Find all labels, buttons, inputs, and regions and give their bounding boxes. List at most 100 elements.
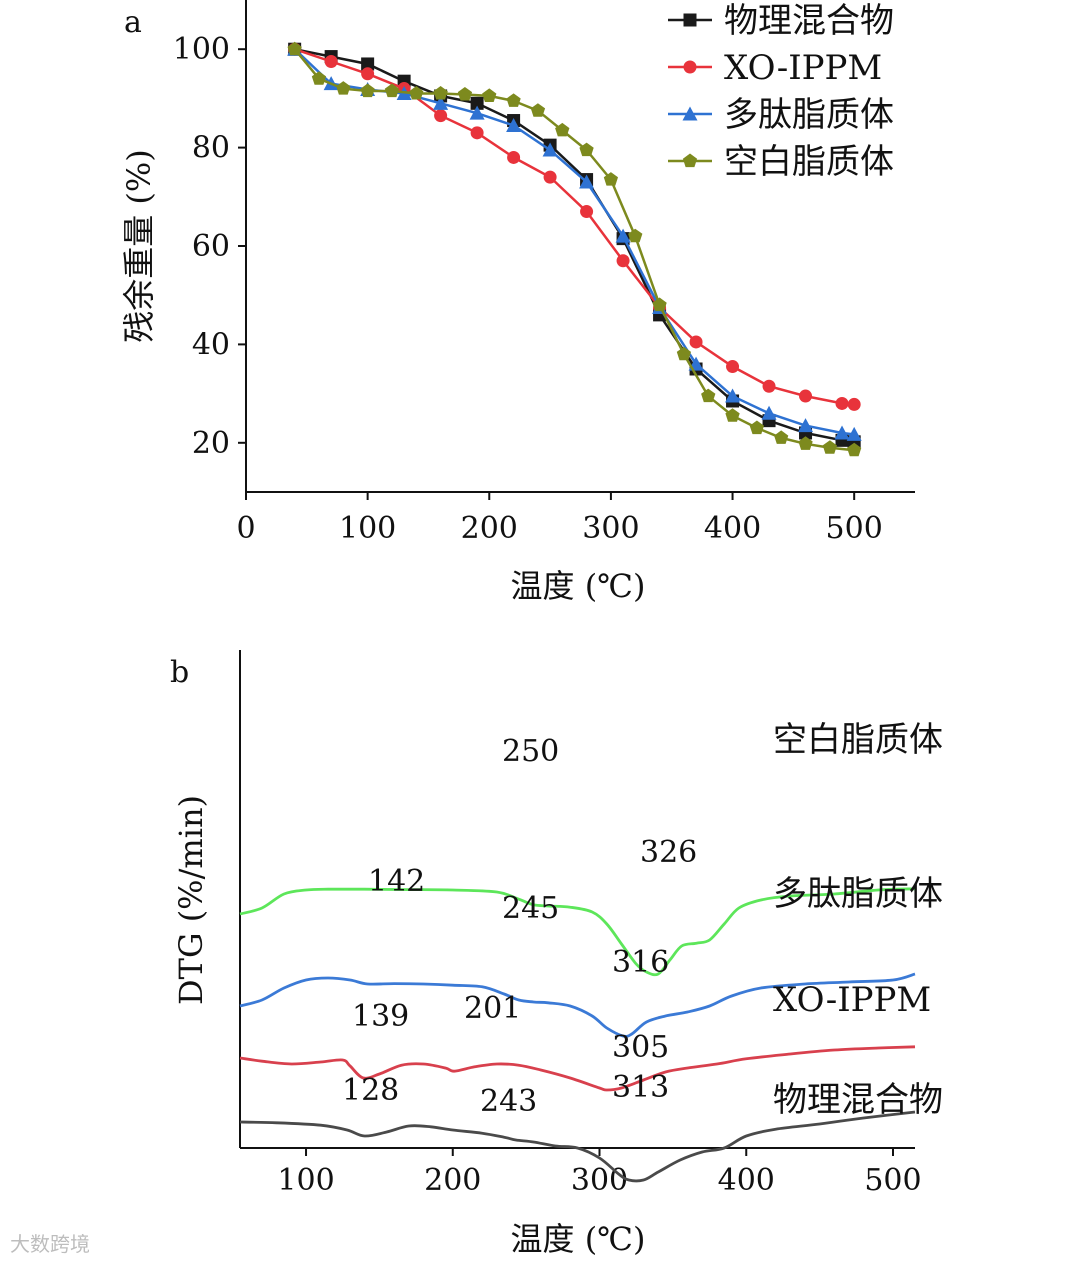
panel-a-point-3-17: [701, 388, 716, 403]
panel-a-xtick-label-300: 300: [582, 511, 639, 546]
panel-b-dtg-curve-3: [239, 1110, 916, 1183]
panel-a-point-2-8: [579, 174, 595, 189]
panel-a-chart: a 0 100 200 300 400 500 20 40 60 80 100 物理混合物 XO-IP…: [120, 0, 915, 605]
legend-marker-0: [683, 13, 697, 27]
panel-a-point-1-13: [762, 379, 776, 393]
peak-label-128: 128: [342, 1073, 399, 1108]
panel-a-xtick-label-100: 100: [339, 511, 396, 546]
panel-a-ticks: 0 100 200 300 400 500 20 40 60 80 100: [173, 32, 883, 546]
panel-a-series-3: [287, 41, 862, 457]
panel-a-point-1-1: [324, 55, 338, 68]
panel-a-point-1-14: [799, 389, 813, 403]
panel-a-point-2-14: [798, 418, 814, 433]
panel-a-ytick-label-40: 40: [192, 327, 230, 362]
panel-a-letter: a: [124, 5, 142, 40]
panel-a-point-3-3: [360, 83, 375, 98]
dtg-label-peptide-liposome: 多肽脂质体: [773, 874, 943, 914]
panel-a-point-3-15: [652, 297, 667, 312]
dtg-label-xo-ippm: XO-IPPM: [773, 980, 931, 1020]
panel-a-point-2-7: [542, 142, 558, 157]
panel-a-point-3-23: [847, 442, 862, 457]
panel-b-letter: b: [170, 655, 189, 690]
panel-a-point-3-1: [311, 71, 327, 85]
panel-a-point-2-4: [433, 95, 449, 110]
panel-a-point-0-2: [361, 57, 375, 71]
peak-label-316: 316: [612, 945, 669, 980]
peak-label-243: 243: [480, 1084, 537, 1119]
panel-a-ytick-label-100: 100: [173, 32, 230, 67]
panel-a-point-1-6: [507, 150, 521, 164]
panel-b-chart: b 100 200 300 400 500 空白脂质体 多肽脂质体 XO-IPPM 物理…: [170, 650, 943, 1258]
panel-a-point-2-15: [834, 425, 850, 440]
panel-a-point-3-18: [725, 408, 740, 422]
legend-marker-3: [682, 153, 698, 168]
panel-a-point-3-10: [530, 103, 546, 117]
dtg-label-physical-mixture: 物理混合物: [773, 1080, 943, 1120]
panel-a-point-3-20: [774, 430, 789, 444]
panel-a-point-3-12: [579, 142, 594, 157]
panel-a-point-2-6: [506, 117, 522, 132]
panel-b-xtick-label-400: 400: [718, 1163, 775, 1198]
panel-a-point-1-16: [847, 397, 861, 411]
panel-b-series-group: [239, 887, 916, 1183]
panel-a-ytick-label-60: 60: [192, 229, 230, 264]
panel-a-point-2-9: [615, 228, 631, 243]
legend-label-3: 空白脂质体: [724, 142, 894, 182]
panel-a-xtick-label-400: 400: [704, 511, 761, 546]
watermark: 大数跨境: [10, 1232, 90, 1256]
panel-a-point-1-2: [361, 67, 375, 81]
dtg-label-blank-liposome: 空白脂质体: [773, 720, 943, 760]
peak-label-245: 245: [502, 891, 559, 926]
panel-b-xtick-label-200: 200: [424, 1163, 481, 1198]
panel-a-point-3-14: [628, 228, 643, 243]
panel-b-x-axis-label: 温度 (℃): [511, 1220, 646, 1258]
panel-a-point-3-2: [336, 81, 351, 95]
panel-a-point-3-9: [506, 93, 521, 107]
peak-label-142: 142: [368, 864, 425, 899]
panel-a-point-3-5: [409, 86, 424, 100]
panel-a-point-1-7: [543, 170, 557, 184]
panel-a-point-1-12: [726, 360, 740, 374]
panel-a-point-3-13: [603, 172, 618, 186]
panel-a-point-3-16: [676, 346, 691, 361]
panel-a-point-1-11: [689, 335, 703, 349]
panel-a-point-2-5: [469, 105, 485, 120]
panel-a-point-3-0: [287, 41, 302, 56]
panel-a-point-3-6: [433, 86, 448, 100]
panel-a-point-3-11: [555, 122, 570, 137]
peak-label-201: 201: [464, 991, 521, 1026]
panel-a-point-2-12: [725, 388, 741, 403]
panel-b-xtick-label-500: 500: [864, 1163, 921, 1198]
panel-a-xtick-label-200: 200: [461, 511, 518, 546]
legend-marker-1: [683, 60, 697, 74]
panel-a-point-3-21: [798, 436, 813, 450]
legend-label-1: XO-IPPM: [724, 48, 882, 88]
peak-label-326: 326: [640, 835, 697, 870]
panel-a-point-1-4: [434, 109, 448, 123]
panel-b-xtick-label-100: 100: [277, 1163, 334, 1198]
panel-a-point-0-5: [470, 96, 484, 110]
panel-a-xtick-label-0: 0: [236, 511, 255, 546]
panel-a-point-3-22: [822, 440, 837, 454]
panel-b-dtg-curve-2: [239, 1045, 916, 1092]
panel-a-x-axis-label: 温度 (℃): [511, 567, 646, 605]
legend-label-2: 多肽脂质体: [724, 95, 894, 135]
panel-a-point-3-19: [749, 420, 764, 435]
panel-a-point-1-8: [580, 205, 594, 219]
legend-marker-2: [682, 106, 698, 121]
panel-a-y-axis-label: 残余重量 (%): [120, 149, 158, 343]
panel-a-point-3-7: [457, 87, 473, 101]
peak-label-250: 250: [502, 734, 559, 769]
panel-a-xtick-label-500: 500: [826, 511, 883, 546]
peak-label-313: 313: [612, 1070, 669, 1105]
peak-label-305: 305: [612, 1030, 669, 1065]
panel-a-point-2-13: [761, 405, 777, 420]
panel-b-dtg-curve-1: [239, 972, 916, 1038]
panel-b-xtick-label-300: 300: [571, 1163, 628, 1198]
panel-a-ytick-label-20: 20: [192, 426, 230, 461]
panel-b-dtg-curve-0: [239, 887, 916, 977]
panel-a-point-2-16: [846, 426, 862, 441]
panel-a-point-1-15: [835, 396, 849, 410]
